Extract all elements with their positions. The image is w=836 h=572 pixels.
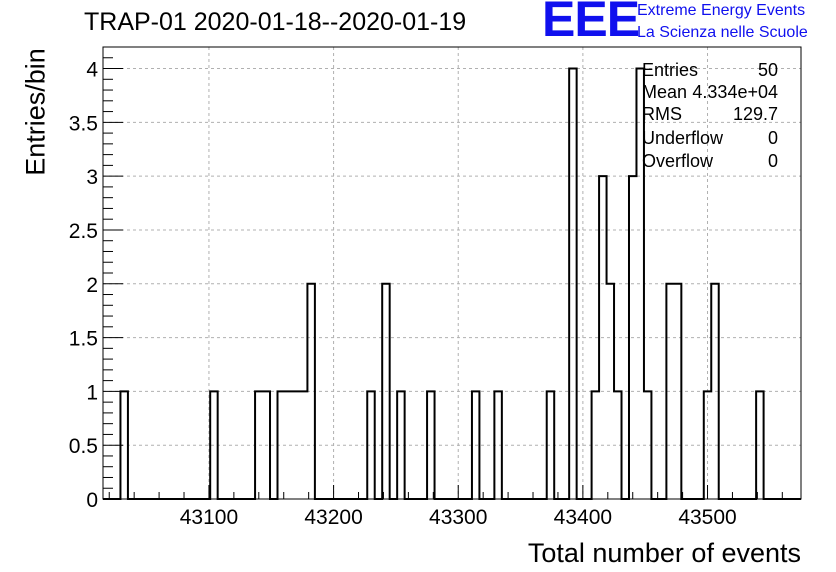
- stats-rms-value: 129.7: [732, 104, 778, 124]
- x-tick-label: 43300: [429, 506, 487, 529]
- histogram-bin: [255, 391, 262, 499]
- y-tick-label: 1: [86, 381, 98, 404]
- histogram-bin: [278, 391, 285, 499]
- y-tick-label: 3.5: [69, 112, 98, 135]
- histogram-bin: [629, 176, 636, 499]
- histogram-bin: [472, 391, 479, 499]
- histogram-bin: [427, 391, 434, 499]
- histogram-bin: [607, 284, 614, 499]
- tick-labels: 43100 43200 43300 43400 43500 0 0.5 1 1.5 2 2.5 3 3.…: [69, 59, 737, 529]
- stats-entries-label: Entries: [642, 60, 699, 80]
- grid-lines: [103, 47, 801, 499]
- histogram-bin: [666, 284, 673, 499]
- x-axis-label: Total number of events: [527, 538, 801, 568]
- histogram-bin: [210, 391, 217, 499]
- x-tick-label: 43100: [180, 506, 238, 529]
- histogram-bin: [397, 391, 404, 499]
- x-tick-label: 43200: [304, 506, 362, 529]
- stats-overflow-label: Overflow: [642, 151, 714, 171]
- y-tick-label: 3: [86, 166, 98, 189]
- histogram-bin: [674, 284, 681, 499]
- logo-line-1: Extreme Energy Events: [637, 2, 806, 19]
- histogram-bin: [300, 391, 307, 499]
- histogram-bin: [263, 391, 270, 499]
- histogram-bin: [704, 391, 711, 499]
- histogram-bin: [711, 284, 718, 499]
- histogram-bin: [382, 284, 389, 499]
- chart-title: TRAP-01 2020-01-18--2020-01-19: [84, 8, 467, 36]
- histogram-bin: [285, 391, 292, 499]
- stats-underflow-label: Underflow: [642, 128, 724, 148]
- y-tick-label: 1.5: [69, 328, 98, 351]
- y-tick-label: 0.5: [69, 435, 98, 458]
- y-tick-label: 2: [86, 274, 98, 297]
- histogram-outline: [103, 67, 801, 500]
- stats-entries-value: 50: [757, 60, 778, 80]
- histogram-bin: [292, 391, 299, 499]
- histogram-bin: [307, 284, 314, 499]
- axis-ticks: [103, 46, 783, 500]
- stats-underflow-value: 0: [767, 128, 778, 148]
- histogram-bin: [756, 391, 763, 499]
- histogram-bin: [367, 391, 374, 499]
- x-tick-label: 43500: [678, 506, 736, 529]
- histogram-bin: [592, 391, 599, 499]
- histogram-bin: [644, 391, 651, 499]
- stats-mean-label: Mean: [642, 82, 688, 102]
- plot-frame: [102, 46, 802, 500]
- y-axis-label: Entries/bin: [20, 48, 51, 176]
- y-tick-label: 2.5: [69, 220, 98, 243]
- histogram-bin: [494, 391, 501, 499]
- histogram-bin: [614, 391, 621, 499]
- y-tick-label: 4: [86, 59, 98, 82]
- stats-rms-label: RMS: [642, 104, 682, 124]
- stats-mean-value: 4.334e+04: [692, 82, 778, 102]
- eee-logo: EEE: [542, 0, 640, 47]
- histogram-bin: [547, 391, 554, 499]
- logo-line-2: La Scienza nelle Scuole: [637, 24, 808, 41]
- histogram-bin: [599, 176, 606, 499]
- x-tick-label: 43400: [554, 506, 612, 529]
- y-tick-label: 0: [86, 489, 98, 512]
- histogram-bin: [569, 69, 576, 499]
- stats-overflow-value: 0: [767, 151, 778, 171]
